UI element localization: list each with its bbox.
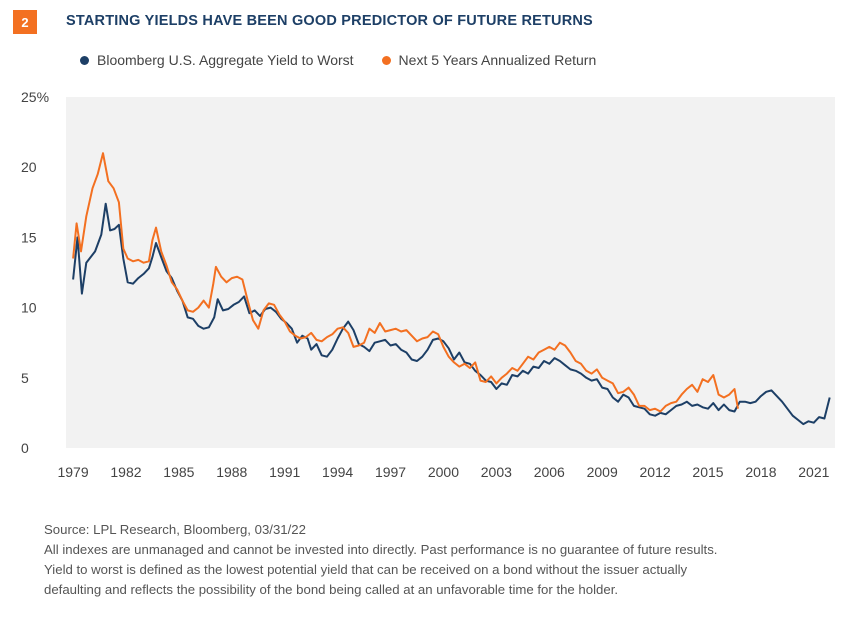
y-axis-ticks: 0 5 10 15 20 25% [21,89,49,456]
x-tick-label: 1994 [322,464,353,480]
legend-item-return: Next 5 Years Annualized Return [381,52,597,68]
x-tick-label: 2012 [640,464,671,480]
x-tick-label: 2006 [534,464,565,480]
chart-title: STARTING YIELDS HAVE BEEN GOOD PREDICTOR… [66,13,593,29]
x-tick-label: 2003 [481,464,512,480]
series-line-5yr-return [72,152,739,413]
x-tick-label: 2015 [692,464,723,480]
definition-note-line-2: defaulting and reflects the possibility … [44,582,619,597]
x-axis-ticks: 1979 1982 1985 1988 1991 1994 1997 2000 2003 2006… [57,464,829,480]
x-tick-label: 2009 [587,464,618,480]
definition-note-line-1: Yield to worst is defined as the lowest … [44,562,688,577]
x-tick-label: 1997 [375,464,406,480]
x-tick-label: 1985 [163,464,194,480]
chart-legend: Bloomberg U.S. Aggregate Yield to Worst … [80,52,596,68]
y-tick-label: 5 [21,370,29,386]
x-tick-label: 1982 [110,464,141,480]
y-tick-label: 25% [21,89,49,105]
source-note: Source: LPL Research, Bloomberg, 03/31/2… [44,522,306,537]
legend-dot-return [381,55,391,65]
x-tick-label: 1988 [216,464,247,480]
legend-label-return: Next 5 Years Annualized Return [398,52,597,68]
figure-number-badge: 2 [13,10,37,34]
y-tick-label: 20 [21,159,37,175]
y-tick-label: 0 [21,440,29,456]
series-lines [72,152,831,426]
x-tick-label: 1979 [57,464,88,480]
y-tick-label: 10 [21,300,37,316]
x-tick-label: 2000 [428,464,459,480]
legend-label-yield: Bloomberg U.S. Aggregate Yield to Worst [97,52,354,68]
legend-item-yield: Bloomberg U.S. Aggregate Yield to Worst [80,52,354,68]
chart-notes: Source: LPL Research, Bloomberg, 03/31/2… [44,520,834,600]
legend-dot-yield [80,55,89,65]
x-tick-label: 1991 [269,464,300,480]
x-tick-label: 2018 [745,464,776,480]
series-line-yield-to-worst [72,202,831,426]
disclaimer-note: All indexes are unmanaged and cannot be … [44,542,718,557]
x-tick-label: 2021 [798,464,829,480]
y-tick-label: 15 [21,229,37,245]
plot-area [66,97,835,448]
line-chart: 0 5 10 15 20 25% 1979 1982 1985 1988 1991 1994 1997… [21,89,835,480]
